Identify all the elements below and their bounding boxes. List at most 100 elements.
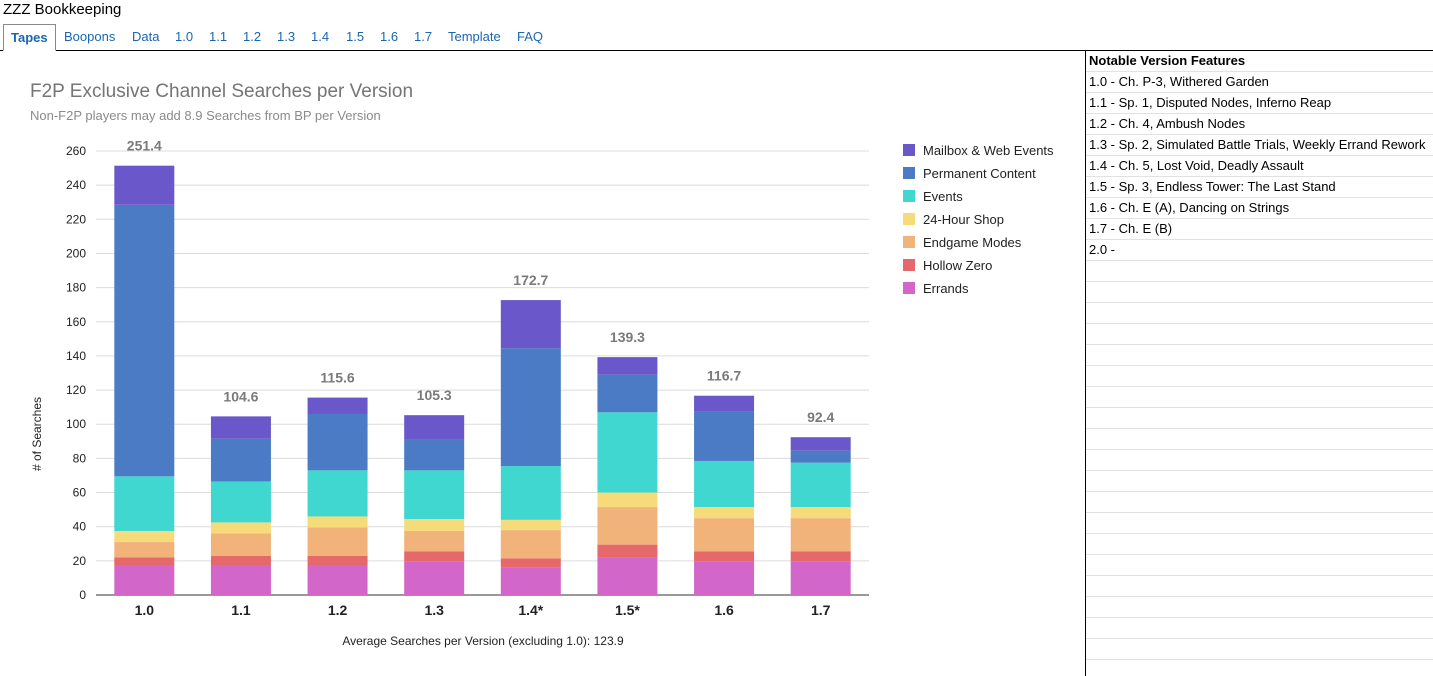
- sheet-tab-bar: Tapes Boopons Data 1.0 1.1 1.2 1.3 1.4 1…: [0, 23, 1433, 51]
- legend-swatch: [903, 144, 915, 156]
- stacked-bar-chart: F2P Exclusive Channel Searches per Versi…: [30, 81, 1054, 648]
- tab-1-6[interactable]: 1.6: [380, 29, 399, 44]
- bar-segment: [307, 527, 368, 556]
- legend-label: Events: [923, 189, 963, 204]
- bar-segment: [404, 561, 465, 595]
- empty-row: [1086, 639, 1433, 660]
- bar-segment: [404, 519, 465, 531]
- feature-row: 1.5 - Sp. 3, Endless Tower: The Last Sta…: [1086, 177, 1433, 198]
- bar-segment: [210, 533, 271, 556]
- bar-segment: [597, 374, 658, 413]
- empty-row: [1086, 492, 1433, 513]
- legend-swatch: [903, 236, 915, 248]
- bar-segment: [500, 466, 561, 520]
- bar-segment: [307, 413, 368, 471]
- bar-total-label: 116.7: [707, 368, 741, 384]
- bar-segment: [790, 450, 851, 463]
- bar-segment: [694, 395, 755, 412]
- legend-swatch: [903, 213, 915, 225]
- tab-data[interactable]: Data: [132, 29, 160, 44]
- y-tick-label: 100: [66, 417, 86, 431]
- bar-segment: [210, 555, 271, 566]
- x-tick-label: 1.5*: [615, 602, 640, 618]
- chart-container: F2P Exclusive Channel Searches per Versi…: [0, 52, 1085, 676]
- empty-row: [1086, 576, 1433, 597]
- empty-row: [1086, 387, 1433, 408]
- bar-segment: [790, 518, 851, 552]
- tab-1-2[interactable]: 1.2: [243, 29, 262, 44]
- y-tick-label: 260: [66, 144, 86, 158]
- empty-row: [1086, 261, 1433, 282]
- empty-row: [1086, 345, 1433, 366]
- legend-swatch: [903, 167, 915, 179]
- bar-total-label: 251.4: [127, 138, 162, 154]
- bar-segment: [597, 357, 658, 375]
- y-tick-label: 40: [73, 520, 87, 534]
- y-axis-label: # of Searches: [30, 397, 44, 471]
- empty-row: [1086, 660, 1433, 676]
- notable-features-panel: Notable Version Features 1.0 - Ch. P-3, …: [1085, 51, 1433, 676]
- tab-1-5[interactable]: 1.5: [346, 29, 365, 44]
- tab-tapes[interactable]: Tapes: [3, 24, 56, 51]
- document-title: ZZZ Bookkeeping: [3, 1, 122, 18]
- tab-1-1[interactable]: 1.1: [209, 29, 228, 44]
- feature-row: 1.1 - Sp. 1, Disputed Nodes, Inferno Rea…: [1086, 93, 1433, 114]
- bar-segment: [790, 462, 851, 508]
- bar-segment: [404, 439, 465, 471]
- bar-segment: [114, 204, 175, 477]
- empty-row: [1086, 408, 1433, 429]
- bar-segment: [114, 530, 175, 543]
- data-labels: 251.4 1.0 104.6 1.1 115.6 1.2 105.3 1.3 172.7 1.4…: [127, 138, 835, 618]
- bar-segment: [694, 518, 755, 552]
- bar-segment: [694, 507, 755, 519]
- y-tick-label: 140: [66, 349, 86, 363]
- features-header: Notable Version Features: [1086, 51, 1433, 72]
- empty-row: [1086, 450, 1433, 471]
- bar-total-label: 115.6: [320, 370, 354, 386]
- y-tick-label: 180: [66, 281, 86, 295]
- tab-1-0[interactable]: 1.0: [175, 29, 194, 44]
- bar-segment: [307, 555, 368, 566]
- bar-segment: [500, 558, 561, 568]
- empty-row: [1086, 429, 1433, 450]
- chart-subtitle: Non-F2P players may add 8.9 Searches fro…: [30, 108, 381, 123]
- bar-segment: [694, 561, 755, 595]
- x-tick-label: 1.2: [328, 602, 348, 618]
- tab-1-7[interactable]: 1.7: [414, 29, 433, 44]
- feature-row: 2.0 -: [1086, 240, 1433, 261]
- empty-row: [1086, 513, 1433, 534]
- tab-1-3[interactable]: 1.3: [277, 29, 296, 44]
- legend-label: 24-Hour Shop: [923, 212, 1004, 227]
- bar-segment: [500, 567, 561, 595]
- bar-segment: [307, 397, 368, 414]
- legend-label: Permanent Content: [923, 166, 1036, 181]
- tab-boopons[interactable]: Boopons: [64, 29, 116, 44]
- bar-segment: [500, 530, 561, 559]
- bar-total-label: 105.3: [417, 387, 452, 403]
- x-tick-label: 1.7: [811, 602, 831, 618]
- y-tick-label: 160: [66, 315, 86, 329]
- legend-swatch: [903, 259, 915, 271]
- bar-segment: [790, 551, 851, 562]
- feature-row: 1.6 - Ch. E (A), Dancing on Strings: [1086, 198, 1433, 219]
- y-tick-label: 0: [79, 588, 86, 602]
- tab-template[interactable]: Template: [448, 29, 501, 44]
- tab-1-4[interactable]: 1.4: [311, 29, 330, 44]
- bar-segment: [210, 522, 271, 534]
- bar-segment: [404, 551, 465, 562]
- bar-segment: [114, 557, 175, 566]
- y-tick-label: 220: [66, 212, 86, 226]
- tab-faq[interactable]: FAQ: [517, 29, 544, 44]
- y-tick-label: 120: [66, 383, 86, 397]
- feature-row: 1.4 - Ch. 5, Lost Void, Deadly Assault: [1086, 156, 1433, 177]
- feature-row: 1.3 - Sp. 2, Simulated Battle Trials, We…: [1086, 135, 1433, 156]
- y-tick-label: 60: [73, 486, 87, 500]
- bar-segment: [307, 470, 368, 517]
- bar-total-label: 172.7: [513, 272, 548, 288]
- bar-segment: [597, 544, 658, 558]
- legend-swatch: [903, 282, 915, 294]
- bar-segment: [210, 438, 271, 482]
- x-tick-label: 1.6: [714, 602, 734, 618]
- y-tick-label: 80: [73, 451, 87, 465]
- x-tick-label: 1.4*: [518, 602, 543, 618]
